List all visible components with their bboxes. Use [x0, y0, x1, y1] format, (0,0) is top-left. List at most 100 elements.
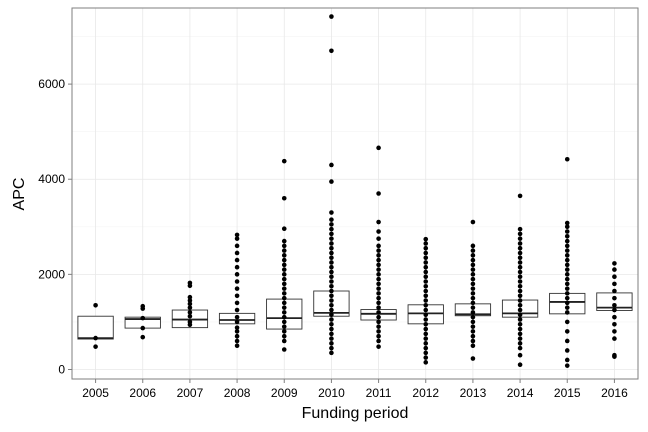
data-point: [470, 291, 476, 296]
data-point: [612, 288, 617, 294]
data-point: [423, 269, 429, 275]
data-point: [423, 236, 429, 242]
data-point: [187, 313, 193, 319]
data-point: [281, 347, 287, 352]
data-point: [517, 317, 523, 322]
data-point: [281, 329, 287, 334]
data-point: [234, 293, 240, 299]
data-point: [187, 301, 193, 307]
data-point: [423, 345, 429, 351]
data-point: [564, 291, 570, 296]
data-point: [329, 331, 334, 337]
data-point: [564, 253, 570, 258]
data-point: [187, 310, 193, 315]
data-point: [376, 314, 381, 320]
data-point: [376, 295, 381, 301]
data-point: [423, 283, 429, 289]
data-point: [423, 331, 429, 337]
data-point: [376, 276, 381, 282]
data-point: [234, 300, 240, 306]
data-point: [517, 274, 523, 280]
data-point: [376, 324, 381, 329]
data-point: [612, 261, 617, 266]
data-point: [329, 250, 334, 256]
data-point: [517, 241, 523, 246]
data-point: [470, 305, 476, 310]
data-point: [187, 280, 193, 286]
data-point: [234, 329, 240, 334]
data-point: [281, 324, 287, 329]
data-point: [376, 243, 381, 249]
data-point: [329, 345, 334, 351]
data-point: [470, 338, 476, 344]
data-point: [281, 226, 287, 231]
x-tick-label: 2015: [554, 386, 581, 400]
box-2007: [171, 309, 209, 329]
data-point: [517, 193, 523, 199]
data-point: [93, 302, 98, 308]
x-tick-label: 2013: [460, 386, 487, 400]
data-point: [281, 262, 287, 268]
data-point: [612, 267, 617, 272]
data-point: [329, 210, 334, 215]
data-point: [423, 298, 429, 303]
data-point: [517, 302, 523, 308]
data-point: [376, 267, 381, 272]
y-tick-label: 4000: [38, 172, 65, 186]
data-point: [612, 329, 617, 334]
data-point: [329, 14, 334, 19]
data-point: [281, 295, 287, 301]
data-point: [423, 322, 429, 327]
data-point: [234, 307, 240, 313]
data-point: [281, 338, 287, 344]
data-point: [423, 279, 429, 284]
data-point: [281, 243, 287, 249]
data-point: [234, 232, 240, 238]
data-point: [564, 257, 570, 263]
data-point: [234, 333, 240, 339]
data-point: [612, 302, 617, 308]
data-point: [281, 281, 287, 287]
x-tick-label: 2012: [412, 386, 439, 400]
data-point: [470, 300, 476, 306]
data-point: [423, 288, 429, 294]
data-point: [329, 48, 334, 54]
data-point: [612, 352, 617, 358]
data-point: [281, 333, 287, 339]
data-point: [281, 300, 287, 306]
data-point: [281, 267, 287, 272]
data-point: [376, 236, 381, 241]
data-point: [517, 288, 523, 294]
data-point: [376, 291, 381, 296]
data-point: [423, 274, 429, 280]
data-point: [329, 260, 334, 265]
data-point: [612, 307, 617, 313]
data-point: [329, 302, 334, 308]
data-point: [517, 250, 523, 256]
data-point: [564, 338, 570, 344]
data-point: [564, 305, 570, 310]
data-point: [517, 298, 523, 303]
data-point: [234, 279, 240, 284]
x-tick-label: 2006: [129, 386, 156, 400]
data-point: [423, 302, 429, 308]
data-point: [376, 191, 381, 196]
data-point: [517, 279, 523, 284]
data-point: [423, 293, 429, 299]
data-point: [329, 241, 334, 246]
data-point: [281, 310, 287, 315]
data-point: [470, 324, 476, 329]
data-point: [329, 269, 334, 275]
data-point: [281, 158, 287, 164]
data-point: [329, 317, 334, 322]
x-tick-label: 2009: [271, 386, 298, 400]
y-tick-label: 0: [58, 362, 65, 376]
data-point: [564, 238, 570, 244]
data-point: [470, 333, 476, 339]
data-point: [470, 262, 476, 268]
data-point: [517, 236, 523, 241]
y-tick-label: 6000: [38, 77, 65, 91]
data-point: [470, 267, 476, 272]
data-point: [470, 356, 476, 361]
data-point: [329, 288, 334, 294]
